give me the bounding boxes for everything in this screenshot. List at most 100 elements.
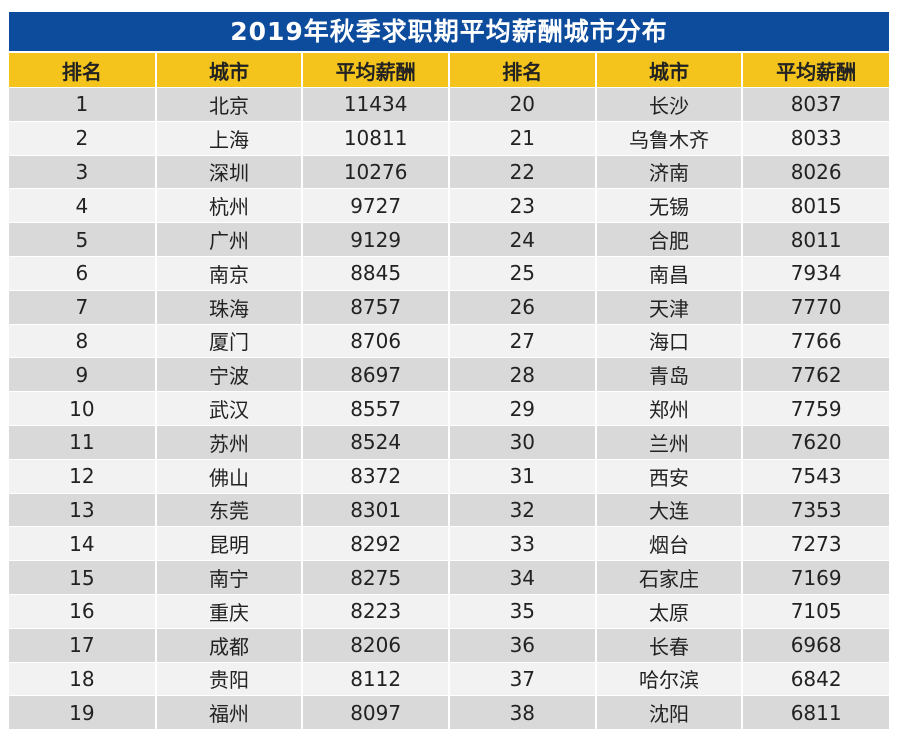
city-cell: 珠海 (156, 290, 303, 324)
salary-cell: 7934 (742, 256, 889, 290)
rank-cell: 8 (9, 324, 156, 358)
city-cell: 西安 (596, 459, 743, 493)
salary-cell: 7762 (742, 358, 889, 392)
rank-cell: 26 (449, 290, 596, 324)
rank-cell: 28 (449, 358, 596, 392)
rank-cell: 9 (9, 358, 156, 392)
rank-cell: 19 (9, 696, 156, 729)
city-cell: 东莞 (156, 493, 303, 527)
salary-cell: 8037 (742, 88, 889, 122)
rank-cell: 3 (9, 155, 156, 189)
salary-cell: 10276 (302, 155, 449, 189)
salary-cell: 8223 (302, 594, 449, 628)
city-cell: 南昌 (596, 256, 743, 290)
city-cell: 福州 (156, 696, 303, 729)
salary-cell: 7105 (742, 594, 889, 628)
city-cell: 石家庄 (596, 561, 743, 595)
rank-cell: 36 (449, 628, 596, 662)
salary-cell: 9129 (302, 223, 449, 257)
header-salary: 平均薪酬 (742, 53, 889, 88)
city-cell: 烟台 (596, 527, 743, 561)
salary-cell: 8524 (302, 425, 449, 459)
header-city: 城市 (156, 53, 303, 88)
rank-cell: 11 (9, 425, 156, 459)
rank-cell: 2 (9, 121, 156, 155)
city-cell: 北京 (156, 88, 303, 122)
city-cell: 济南 (596, 155, 743, 189)
header-row: 排名 城市 平均薪酬 排名 城市 平均薪酬 (9, 53, 889, 88)
city-cell: 昆明 (156, 527, 303, 561)
city-cell: 长春 (596, 628, 743, 662)
city-cell: 贵阳 (156, 662, 303, 696)
city-cell: 郑州 (596, 392, 743, 426)
city-cell: 南宁 (156, 561, 303, 595)
rank-cell: 21 (449, 121, 596, 155)
city-cell: 大连 (596, 493, 743, 527)
city-cell: 重庆 (156, 594, 303, 628)
city-cell: 厦门 (156, 324, 303, 358)
salary-cell: 8011 (742, 223, 889, 257)
rank-cell: 22 (449, 155, 596, 189)
rank-cell: 13 (9, 493, 156, 527)
salary-cell: 6968 (742, 628, 889, 662)
rank-cell: 32 (449, 493, 596, 527)
salary-cell: 8112 (302, 662, 449, 696)
salary-cell: 8697 (302, 358, 449, 392)
rank-cell: 31 (449, 459, 596, 493)
city-cell: 成都 (156, 628, 303, 662)
rank-cell: 38 (449, 696, 596, 729)
city-cell: 南京 (156, 256, 303, 290)
rank-cell: 16 (9, 594, 156, 628)
header-salary: 平均薪酬 (302, 53, 449, 88)
rank-cell: 24 (449, 223, 596, 257)
salary-cell: 7759 (742, 392, 889, 426)
city-cell: 沈阳 (596, 696, 743, 729)
salary-cell: 10811 (302, 121, 449, 155)
rank-cell: 33 (449, 527, 596, 561)
city-cell: 兰州 (596, 425, 743, 459)
salary-cell: 8206 (302, 628, 449, 662)
salary-cell: 9727 (302, 189, 449, 223)
salary-cell: 8845 (302, 256, 449, 290)
rank-cell: 15 (9, 561, 156, 595)
salary-table-card: 2019年秋季求职期平均薪酬城市分布 排名 城市 平均薪酬 排名 城市 平均薪酬… (9, 12, 889, 729)
rank-cell: 34 (449, 561, 596, 595)
salary-cell: 7273 (742, 527, 889, 561)
salary-cell: 7620 (742, 425, 889, 459)
rank-cell: 27 (449, 324, 596, 358)
city-cell: 武汉 (156, 392, 303, 426)
rank-cell: 30 (449, 425, 596, 459)
salary-cell: 8301 (302, 493, 449, 527)
rank-cell: 37 (449, 662, 596, 696)
rank-cell: 10 (9, 392, 156, 426)
salary-cell: 7770 (742, 290, 889, 324)
rank-cell: 17 (9, 628, 156, 662)
rank-cell: 20 (449, 88, 596, 122)
salary-cell: 7766 (742, 324, 889, 358)
rank-cell: 5 (9, 223, 156, 257)
city-cell: 长沙 (596, 88, 743, 122)
city-cell: 苏州 (156, 425, 303, 459)
salary-cell: 8372 (302, 459, 449, 493)
salary-cell: 11434 (302, 88, 449, 122)
rank-cell: 14 (9, 527, 156, 561)
salary-cell: 6842 (742, 662, 889, 696)
salary-cell: 8292 (302, 527, 449, 561)
city-cell: 青岛 (596, 358, 743, 392)
city-cell: 海口 (596, 324, 743, 358)
salary-cell: 8033 (742, 121, 889, 155)
